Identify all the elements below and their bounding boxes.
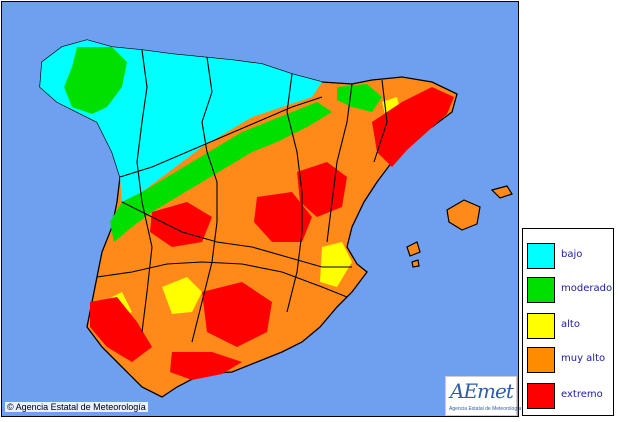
region-moderado-galicia [64,47,127,114]
island-menorca [490,185,513,199]
region-alto-2 [320,242,352,287]
province-borders [96,49,388,343]
legend-label-muy-alto: muy alto [561,353,606,364]
legend-label-bajo: bajo [561,249,583,260]
legend-swatch-muy-alto [527,347,555,373]
risk-map [1,1,519,417]
region-extremo-andalucia [202,282,272,347]
legend-swatch-bajo [527,243,555,269]
region-alto-1 [162,277,202,314]
legend-item-bajo: bajo [527,243,611,271]
region-extremo-aragon [297,162,347,217]
legend-label-extremo: extremo [561,389,603,400]
aemet-logo: AEmet Agencia Estatal de Meteorología [445,376,521,416]
legend-label-moderado: moderado [561,283,613,294]
copyright-notice: © Agencia Estatal de Meteorología [5,402,148,412]
legend-label-alto: alto [561,319,580,330]
map-canvas [2,2,518,416]
region-extremo-sw [90,297,152,362]
legend-swatch-moderado [527,277,555,303]
legend-item-extremo: extremo [527,383,611,411]
region-extremo-center [254,192,312,242]
legend-item-muy-alto: muy alto [527,347,611,375]
logo-wordmark: AEmet [450,379,514,403]
region-moderado-band [110,102,332,242]
region-moderado-east [337,84,382,112]
legend-swatch-extremo [527,383,555,409]
legend-swatch-alto [527,313,555,339]
island-formentera [411,259,420,268]
logo-subtitle: Agencia Estatal de Meteorología [449,406,522,412]
island-mallorca [446,199,481,231]
island-ibiza [406,241,421,257]
region-extremo-south [170,352,242,380]
legend: bajo moderado alto muy alto extremo [522,228,614,416]
region-extremo-catalonia [372,87,454,167]
legend-item-moderado: moderado [527,277,613,305]
legend-item-alto: alto [527,313,611,341]
